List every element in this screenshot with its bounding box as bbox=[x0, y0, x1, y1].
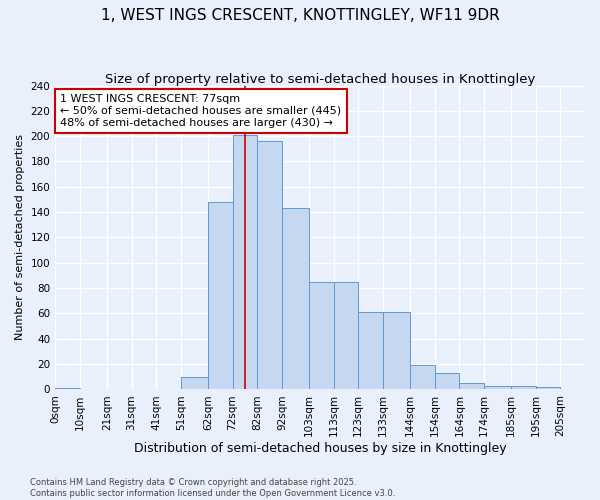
Bar bbox=[208, 202, 233, 390]
Text: 1, WEST INGS CRESCENT, KNOTTINGLEY, WF11 9DR: 1, WEST INGS CRESCENT, KNOTTINGLEY, WF11… bbox=[101, 8, 499, 22]
Bar bbox=[410, 366, 434, 390]
Y-axis label: Number of semi-detached properties: Number of semi-detached properties bbox=[15, 134, 25, 340]
X-axis label: Distribution of semi-detached houses by size in Knottingley: Distribution of semi-detached houses by … bbox=[134, 442, 506, 455]
Bar bbox=[511, 386, 536, 390]
Title: Size of property relative to semi-detached houses in Knottingley: Size of property relative to semi-detach… bbox=[105, 72, 535, 86]
Bar bbox=[181, 377, 208, 390]
Bar bbox=[460, 383, 484, 390]
Bar bbox=[233, 135, 257, 390]
Bar bbox=[484, 386, 511, 390]
Text: Contains HM Land Registry data © Crown copyright and database right 2025.
Contai: Contains HM Land Registry data © Crown c… bbox=[30, 478, 395, 498]
Bar bbox=[334, 282, 358, 390]
Bar bbox=[358, 312, 383, 390]
Bar bbox=[257, 141, 282, 390]
Bar bbox=[536, 387, 560, 390]
Bar bbox=[282, 208, 309, 390]
Bar bbox=[309, 282, 334, 390]
Bar bbox=[383, 312, 410, 390]
Bar bbox=[55, 388, 80, 390]
Bar bbox=[434, 373, 460, 390]
Text: 1 WEST INGS CRESCENT: 77sqm
← 50% of semi-detached houses are smaller (445)
48% : 1 WEST INGS CRESCENT: 77sqm ← 50% of sem… bbox=[60, 94, 341, 128]
